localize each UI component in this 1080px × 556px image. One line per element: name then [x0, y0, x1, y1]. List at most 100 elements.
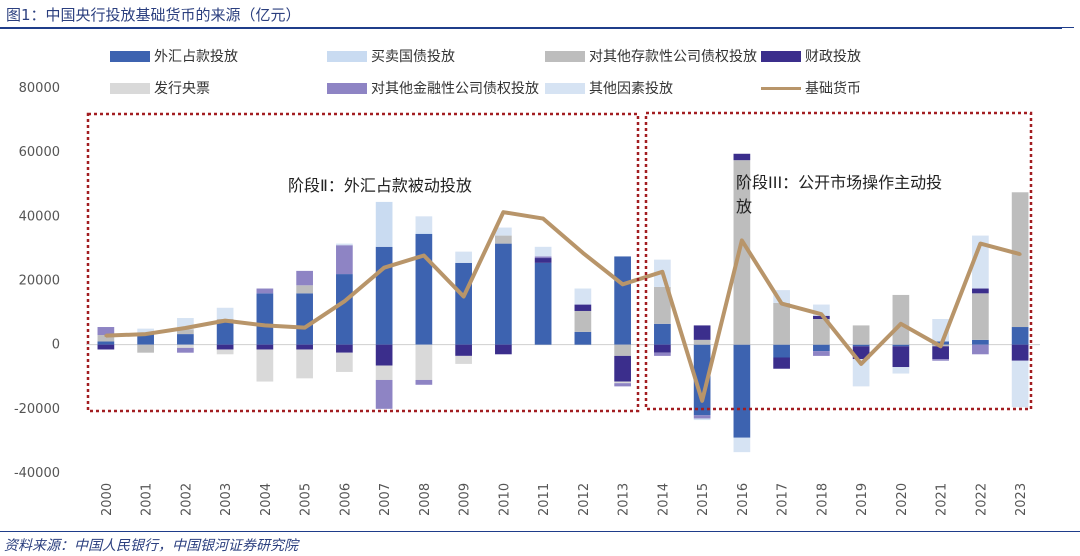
- x-tick-label: 2011: [537, 483, 552, 516]
- bar-caizheng-2006: [336, 344, 353, 353]
- bar-waihui-2017: [773, 344, 790, 358]
- bar-caizheng-2020: [892, 346, 910, 368]
- bar-qita-2003: [216, 307, 234, 319]
- y-tick-label: 0: [52, 338, 60, 353]
- top-rule: [0, 27, 1062, 29]
- stage3-annotation-line1: 阶段III：公开市场操作主动投: [736, 173, 942, 192]
- bar-caizheng-2005: [296, 344, 313, 350]
- x-tick-label: 2017: [776, 483, 791, 516]
- y-tick-label: 60000: [19, 145, 60, 160]
- y-tick-label: 40000: [19, 209, 60, 224]
- bar-duicun-2018: [813, 319, 830, 345]
- x-tick-label: 2008: [418, 483, 433, 516]
- bar-waihui-2020: [892, 344, 910, 347]
- bar-qita-2006: [336, 243, 353, 246]
- base-money-line: [105, 210, 1021, 403]
- x-tick-label: 2013: [617, 483, 632, 516]
- bar-duijinrong-2005: [296, 270, 313, 286]
- bar-waihui-2011: [534, 262, 552, 345]
- bar-yangpiao-2009: [455, 355, 472, 364]
- legend-swatch-qita: [545, 82, 585, 94]
- x-tick-label: 2010: [497, 483, 512, 516]
- bar-waihui-2005: [296, 293, 313, 345]
- base-money-point-2000: [104, 334, 108, 338]
- bar-qita-2002: [177, 318, 194, 330]
- x-tick-label: 2016: [736, 483, 751, 516]
- base-money-point-2008: [422, 253, 426, 257]
- x-tick-label: 2014: [656, 483, 671, 516]
- base-money-point-2005: [303, 326, 307, 330]
- base-money-point-2001: [144, 332, 148, 336]
- legend-item-qita: 其他因素投放: [545, 78, 673, 98]
- bar-qita-2019: [852, 359, 870, 387]
- bar-waihui-2014: [654, 323, 671, 345]
- bar-duijinrong-2002: [177, 347, 194, 353]
- base-money-point-2007: [382, 266, 386, 270]
- x-tick-label: 2009: [458, 483, 473, 516]
- bar-caizheng-2021: [932, 346, 949, 360]
- bar-duicun-2019: [852, 325, 870, 345]
- base-money-point-2009: [462, 295, 466, 299]
- bar-waihui-2001: [137, 333, 154, 345]
- bar-waihui-2006: [336, 274, 353, 345]
- x-tick-label: 2000: [100, 483, 115, 516]
- base-money-point-2017: [780, 302, 784, 306]
- bar-duicun-2005: [296, 285, 313, 294]
- bar-duicun-2000: [97, 335, 115, 342]
- y-tick-label: 80000: [19, 81, 60, 96]
- legend-swatch-gaizhai: [327, 50, 367, 62]
- bar-waihui-2022: [972, 339, 989, 345]
- base-money-point-2019: [859, 362, 863, 366]
- bar-duijinrong-2022: [972, 344, 989, 355]
- legend-swatch-yangpiao: [110, 82, 150, 94]
- bar-duicun-2010: [495, 235, 512, 244]
- bar-gaizhai-2007: [375, 201, 393, 247]
- bar-duicun-2015: [693, 339, 711, 345]
- bar-yangpiao-2006: [336, 352, 353, 372]
- base-money-point-2002: [183, 326, 187, 330]
- base-money-point-2004: [263, 323, 267, 327]
- bar-waihui-2002: [177, 334, 194, 345]
- bar-duicun-2022: [972, 293, 989, 340]
- legend-swatch-duijinrong: [327, 82, 367, 94]
- bar-caizheng-2003: [216, 344, 234, 350]
- legend-label-waihui: 外汇占款投放: [154, 49, 238, 65]
- base-money-point-2012: [581, 251, 585, 255]
- bar-waihui-2000: [97, 341, 115, 345]
- legend-label-duijinrong: 对其他金融性公司债权投放: [371, 81, 539, 97]
- base-money-point-2015: [700, 399, 704, 403]
- x-tick-label: 2015: [696, 483, 711, 516]
- bottom-rule: [0, 531, 1080, 532]
- bar-caizheng-2007: [375, 344, 393, 366]
- base-money-point-2013: [621, 282, 625, 286]
- x-tick-label: 2007: [378, 483, 393, 516]
- legend-item-yangpiao: 发行央票: [110, 78, 210, 98]
- bar-caizheng-2022: [972, 288, 989, 294]
- legend-label-yangpiao: 发行央票: [154, 81, 210, 97]
- bar-qita-2018: [813, 304, 830, 316]
- bar-yangpiao-2013: [614, 381, 631, 384]
- bar-yangpiao-2007: [375, 365, 393, 380]
- legend-item-waihui: 外汇占款投放: [110, 46, 238, 66]
- bar-caizheng-2009: [455, 344, 472, 356]
- x-tick-label: 2001: [140, 483, 155, 516]
- bar-waihui-2007: [375, 246, 393, 345]
- bar-qita-2001: [137, 328, 154, 334]
- bar-caizheng-2011: [534, 258, 552, 263]
- bar-qita-2015: [693, 418, 711, 421]
- bar-duijinrong-2014: [654, 352, 671, 356]
- stage3-box: [644, 111, 1033, 411]
- bar-waihui-2012: [574, 331, 592, 345]
- source-note: 资料来源：中国人民银行，中国银河证券研究院: [4, 538, 298, 554]
- bar-qita-2020: [892, 367, 910, 374]
- bar-waihui-2016: [733, 344, 751, 438]
- base-money-point-2014: [660, 270, 664, 274]
- base-money-point-2003: [223, 319, 227, 323]
- bar-caizheng-2013: [614, 355, 631, 382]
- x-tick-label: 2021: [935, 483, 950, 516]
- figure-title: 图1：中国央行投放基础货币的来源（亿元）: [6, 6, 301, 24]
- bar-waihui-2008: [415, 233, 433, 345]
- bar-waihui-2018: [813, 344, 830, 352]
- legend-item-caizheng: 财政投放: [761, 46, 861, 66]
- base-money-point-2018: [819, 312, 823, 316]
